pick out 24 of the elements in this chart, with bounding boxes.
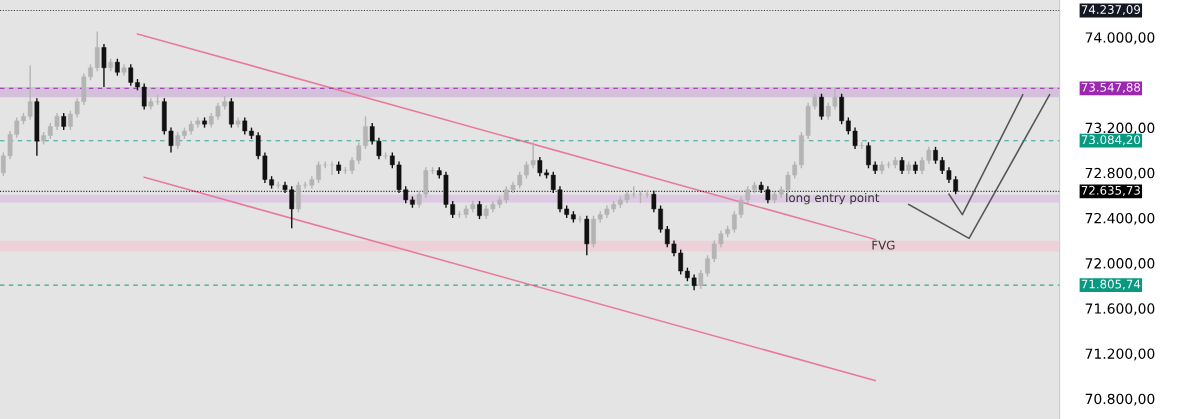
y-tick-label: 72.000,00	[1085, 258, 1155, 271]
candlestick	[839, 93, 844, 125]
y-tick-label: 70.800,00	[1085, 393, 1155, 406]
y-tick-label: 72.400,00	[1085, 212, 1155, 225]
candlestick	[819, 93, 824, 121]
ref-line-label: 74.237,09	[1081, 4, 1141, 16]
ref-line-label: 73.084,20	[1081, 135, 1141, 146]
ref-line-label: 72.635,73	[1081, 185, 1140, 196]
candlestick	[329, 160, 335, 176]
y-tick-label: 73.200,00	[1085, 122, 1155, 135]
y-tick-label: 72.800,00	[1085, 167, 1155, 180]
band-label: FVG	[872, 240, 895, 250]
y-tick-label: 74.000,00	[1085, 32, 1155, 45]
candlestick	[101, 43, 107, 88]
candlestick	[229, 97, 234, 129]
y-tick-label: 71.200,00	[1085, 348, 1155, 361]
ref-line-label: 73.547,88	[1081, 82, 1141, 93]
band-label: long entry point	[786, 192, 880, 205]
ref-line-label: 71.805,74	[1081, 279, 1141, 290]
candlestick	[296, 181, 301, 214]
y-tick-label: 71.600,00	[1085, 303, 1155, 316]
candlestick	[644, 190, 650, 199]
candlestick	[477, 200, 482, 220]
candlestick	[302, 181, 308, 190]
